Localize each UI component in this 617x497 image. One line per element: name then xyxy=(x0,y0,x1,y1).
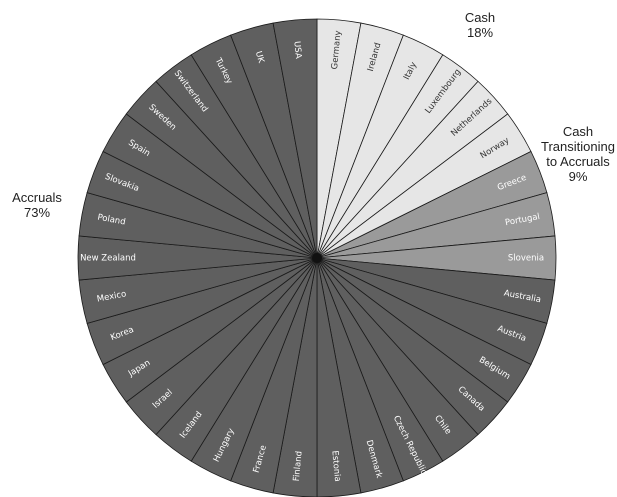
group-label-accruals-percent: 73% xyxy=(23,205,51,220)
slice-label-germany: Germany xyxy=(330,30,344,70)
slice-label-finland: Finland xyxy=(292,451,305,482)
group-label-cash-percent: 18% xyxy=(466,25,494,40)
slice-label-new-zealand: New Zealand xyxy=(80,254,136,264)
group-label-transition-percent: 9% xyxy=(568,169,588,184)
slice-label-slovenia: Slovenia xyxy=(508,254,544,264)
group-label-accruals: Accruals 73% xyxy=(2,190,72,220)
group-label-transition-line3: to Accruals xyxy=(546,154,610,169)
group-label-cash: Cash 18% xyxy=(450,10,510,40)
slice-label-uk: UK xyxy=(253,50,266,64)
group-label-cash-name: Cash xyxy=(464,10,496,25)
pie-slice-usa xyxy=(272,18,318,259)
slice-label-usa: USA xyxy=(291,41,303,60)
group-label-transition-line1: Cash xyxy=(562,124,594,139)
group-label-cash-transitioning: Cash Transitioning to Accruals 9% xyxy=(540,124,616,184)
group-label-transition-line2: Transitioning xyxy=(541,139,615,154)
group-label-accruals-name: Accruals xyxy=(12,190,62,205)
pie-slices xyxy=(77,18,557,497)
slice-label-estonia: Estonia xyxy=(329,450,342,482)
pie-center-hub xyxy=(312,253,322,263)
